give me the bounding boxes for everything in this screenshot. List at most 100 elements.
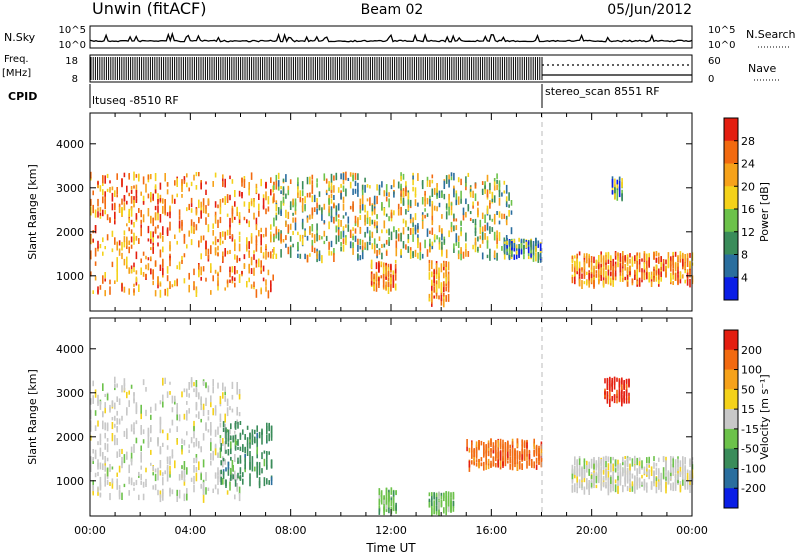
data-cell: [104, 480, 106, 487]
data-cell: [357, 190, 359, 197]
data-cell: [611, 178, 614, 188]
data-cell: [498, 232, 501, 241]
data-cell: [665, 464, 667, 469]
data-cell: [658, 475, 660, 481]
data-cell: [483, 449, 485, 456]
data-cell: [193, 420, 195, 430]
data-cell: [330, 182, 333, 191]
data-cell: [390, 215, 393, 222]
data-cell: [311, 207, 314, 216]
data-cell: [234, 434, 237, 443]
colorbar-tick-label: 200: [741, 344, 762, 357]
data-cell: [600, 251, 602, 256]
data-cell: [313, 207, 316, 212]
data-cell: [537, 254, 540, 263]
data-cell: [193, 457, 195, 464]
data-cell: [509, 448, 511, 454]
data-cell: [385, 498, 388, 505]
data-cell: [159, 198, 162, 202]
data-cell: [249, 437, 251, 444]
data-cell: [166, 391, 169, 398]
data-cell: [111, 478, 114, 484]
data-cell: [152, 242, 154, 247]
data-cell: [104, 202, 106, 210]
data-cell: [535, 246, 537, 253]
data-cell: [433, 492, 435, 500]
data-cell: [366, 198, 369, 202]
data-cell: [438, 507, 440, 516]
data-cell: [210, 438, 212, 445]
data-cell: [301, 190, 304, 197]
data-cell: [152, 466, 154, 471]
data-cell: [236, 270, 238, 274]
data-cell: [394, 265, 397, 274]
data-cell: [200, 473, 202, 480]
data-cell: [435, 263, 438, 270]
data-cell: [433, 269, 435, 275]
data-cell: [445, 283, 447, 287]
data-cell: [166, 433, 169, 441]
data-cell: [198, 217, 200, 224]
data-cell: [342, 173, 345, 180]
data-cell: [347, 216, 350, 224]
data-cell: [145, 183, 147, 193]
data-cell: [426, 197, 429, 205]
data-cell: [92, 490, 94, 496]
data-cell: [186, 493, 188, 501]
data-cell: [435, 295, 438, 299]
data-cell: [521, 454, 523, 460]
data-cell: [672, 263, 674, 269]
data-cell: [210, 425, 212, 432]
data-cell: [219, 422, 222, 428]
data-cell: [174, 180, 176, 186]
data-cell: [429, 238, 431, 245]
data-cell: [481, 226, 484, 235]
data-cell: [147, 225, 150, 234]
colorbar-swatch: [724, 277, 738, 301]
data-cell: [600, 469, 602, 477]
data-cell: [521, 463, 523, 470]
data-cell: [266, 452, 268, 460]
data-cell: [224, 287, 226, 291]
data-cell: [198, 264, 200, 273]
data-cell: [198, 394, 200, 397]
data-cell: [440, 295, 443, 302]
data-cell: [619, 475, 622, 483]
data-cell: [123, 195, 126, 202]
data-cell: [520, 238, 523, 243]
data-cell: [176, 265, 178, 270]
data-cell: [357, 182, 359, 192]
data-cell: [578, 268, 581, 277]
data-cell: [130, 208, 133, 217]
data-cell: [357, 244, 359, 252]
data-cell: [255, 235, 258, 243]
data-cell: [217, 285, 219, 291]
data-cell: [126, 256, 128, 266]
data-cell: [638, 484, 641, 489]
data-cell: [472, 190, 474, 198]
data-cell: [304, 204, 306, 212]
data-cell: [526, 439, 528, 444]
data-cell: [658, 479, 660, 484]
data-cell: [164, 204, 166, 214]
data-cell: [646, 271, 648, 280]
data-cell: [610, 484, 612, 489]
data-cell: [598, 465, 600, 474]
data-cell: [102, 383, 104, 391]
data-cell: [496, 230, 498, 238]
data-cell: [116, 472, 118, 477]
data-cell: [614, 184, 616, 191]
data-cell: [609, 376, 611, 386]
data-cell: [142, 493, 145, 501]
data-cell: [205, 382, 207, 388]
data-cell: [648, 276, 650, 283]
data-cell: [188, 272, 190, 280]
data-cell: [376, 225, 378, 229]
data-cell: [392, 490, 395, 500]
data-cell: [424, 193, 426, 202]
data-cell: [349, 172, 352, 177]
data-cell: [287, 224, 290, 233]
data-cell: [116, 480, 118, 490]
data-cell: [682, 274, 684, 279]
data-cell: [622, 278, 624, 282]
